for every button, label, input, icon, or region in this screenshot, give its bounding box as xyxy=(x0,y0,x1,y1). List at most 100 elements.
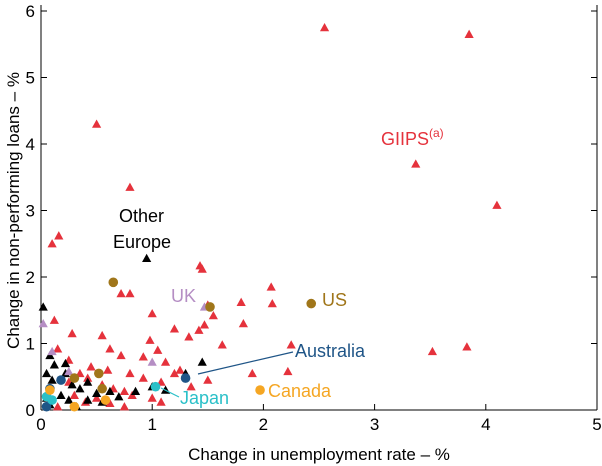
us-point xyxy=(108,277,119,288)
giips-point xyxy=(125,182,135,191)
giips-point xyxy=(283,366,293,376)
y-tick-label: 2 xyxy=(26,268,35,287)
giips-point xyxy=(236,297,246,306)
canada-point xyxy=(69,401,80,412)
giips-point xyxy=(194,325,204,334)
other-europe-point xyxy=(114,392,124,401)
us-point xyxy=(306,298,317,309)
y-tick-label: 1 xyxy=(26,335,35,354)
australia-leader-line xyxy=(197,351,294,375)
other-europe-point xyxy=(56,390,66,400)
giips-point xyxy=(86,362,96,371)
us-label: US xyxy=(322,290,347,310)
giips-point xyxy=(47,239,57,248)
japan-leader-line xyxy=(160,387,180,398)
giips-point xyxy=(125,289,135,298)
giips-point xyxy=(492,200,502,209)
giips-point xyxy=(286,340,296,349)
giips-point xyxy=(427,346,438,356)
australia-point xyxy=(56,375,66,385)
x-tick-label: 4 xyxy=(481,415,490,434)
giips-point xyxy=(186,382,196,391)
y-tick-label: 6 xyxy=(26,2,35,21)
uk-point xyxy=(147,357,157,366)
giips-point xyxy=(411,159,421,168)
other-europe-point xyxy=(60,358,71,368)
australia-point xyxy=(180,373,191,383)
giips-point xyxy=(169,368,180,378)
us-point xyxy=(69,373,80,383)
giips-label: GIIPS(a) xyxy=(381,126,444,149)
giips-point xyxy=(69,390,79,400)
giips-point xyxy=(92,119,102,128)
x-tick-label: 0 xyxy=(36,415,45,434)
other-europe-point xyxy=(41,368,52,378)
other-europe-point xyxy=(130,386,141,396)
other-europe-point xyxy=(83,377,93,386)
other-europe-point xyxy=(64,395,74,404)
giips-point xyxy=(147,393,157,402)
giips-point xyxy=(147,308,157,318)
y-axis-title: Change in non-performing loans – % xyxy=(4,72,23,349)
other-europe-point xyxy=(75,384,85,393)
giips-point xyxy=(319,23,330,32)
other-europe-label-line2: Europe xyxy=(113,232,171,252)
giips-point xyxy=(247,368,257,378)
canada-point xyxy=(255,385,265,395)
y-tick-label: 0 xyxy=(26,401,35,420)
giips-point xyxy=(462,342,472,351)
giips-point xyxy=(238,318,248,328)
us-point xyxy=(97,383,107,394)
y-tick-label: 4 xyxy=(26,135,35,154)
uk-point xyxy=(38,318,48,328)
giips-superscript: (a) xyxy=(429,126,444,140)
giips-point xyxy=(116,289,126,298)
giips-point xyxy=(53,344,63,353)
giips-point xyxy=(103,365,113,374)
other-europe-point xyxy=(47,375,57,384)
us-point xyxy=(94,368,104,379)
other-europe-point xyxy=(105,386,115,396)
canada-point xyxy=(45,385,55,395)
giips-point xyxy=(266,282,276,291)
australia-label: Australia xyxy=(295,341,366,361)
y-tick-label: 5 xyxy=(26,69,35,88)
uk-point xyxy=(64,366,74,376)
other-europe-label-line1: Other xyxy=(119,206,164,226)
giips-point xyxy=(160,357,171,366)
x-tick-label: 5 xyxy=(592,415,601,434)
giips-point xyxy=(267,299,277,308)
other-europe-point xyxy=(67,380,77,389)
giips-point xyxy=(92,393,102,402)
x-tick-label: 3 xyxy=(370,415,379,434)
other-europe-point xyxy=(83,395,93,404)
giips-point xyxy=(184,332,194,341)
giips-point xyxy=(208,310,218,320)
giips-point xyxy=(49,315,59,324)
canada-label: Canada xyxy=(268,381,332,401)
australia-point xyxy=(41,401,52,412)
giips-point xyxy=(67,328,77,338)
other-europe-point xyxy=(49,360,59,369)
giips-point xyxy=(156,397,166,406)
giips-point xyxy=(169,324,180,333)
other-europe-point xyxy=(142,253,152,263)
giips-point xyxy=(217,340,227,349)
giips-point xyxy=(464,29,474,38)
other-europe-point xyxy=(38,302,48,311)
canada-point xyxy=(100,395,111,405)
japan-label: Japan xyxy=(180,388,229,408)
axes: 0 1 2 3 4 5 6 0 1 2 3 4 5 Change in unemployment rate… xyxy=(4,2,602,464)
giips-point xyxy=(153,345,163,354)
us-point xyxy=(205,302,215,312)
giips-point xyxy=(145,335,155,344)
x-tick-label: 1 xyxy=(147,415,156,434)
giips-point xyxy=(197,264,207,273)
giips-point xyxy=(203,375,213,384)
giips-point xyxy=(138,373,148,382)
x-tick-label: 2 xyxy=(259,415,268,434)
other-europe-point xyxy=(197,357,207,366)
data-marks xyxy=(38,23,502,412)
giips-point xyxy=(119,402,129,411)
